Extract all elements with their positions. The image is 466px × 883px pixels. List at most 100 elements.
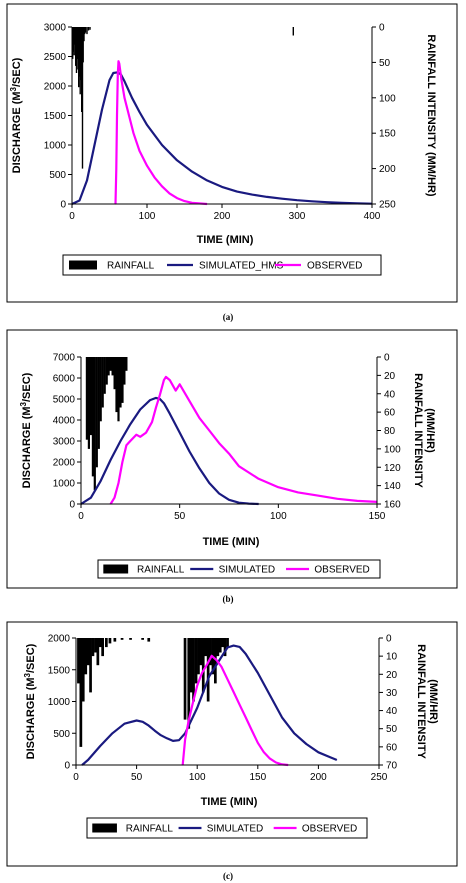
rainfall-bar bbox=[81, 27, 84, 169]
rainfall-bar bbox=[84, 27, 87, 33]
series-point bbox=[116, 114, 118, 117]
series-point bbox=[128, 114, 130, 117]
y2-axis-title: RAINFALL INTENSITY bbox=[415, 644, 427, 759]
series-point bbox=[145, 432, 147, 434]
y-tick-label: 0 bbox=[69, 500, 75, 511]
y-tick-label: 7000 bbox=[53, 353, 76, 364]
series-point bbox=[175, 390, 177, 392]
rainfall-bar bbox=[96, 638, 100, 666]
y-tick-label: 2000 bbox=[53, 458, 76, 469]
series-point bbox=[266, 196, 268, 198]
y2-tick-label: 140 bbox=[384, 481, 401, 492]
series-point bbox=[129, 423, 131, 425]
series-point bbox=[356, 500, 358, 502]
series-point bbox=[208, 429, 210, 432]
legend-label: OBSERVED bbox=[314, 565, 369, 576]
rainfall-bar bbox=[187, 638, 191, 729]
series-point bbox=[161, 185, 163, 187]
series-point bbox=[165, 376, 167, 378]
rainfall-bar bbox=[292, 27, 294, 36]
y2-tick-label: 40 bbox=[384, 389, 396, 400]
series-point bbox=[149, 399, 151, 401]
rainfall-bar bbox=[109, 357, 112, 371]
series-point bbox=[191, 171, 193, 173]
y2-tick-label: 100 bbox=[379, 93, 396, 104]
rainfall-bar bbox=[189, 638, 193, 693]
series-point bbox=[269, 758, 271, 760]
legend: RAINFALL SIMULATED OBSERVED bbox=[86, 817, 368, 839]
rainfall-bar bbox=[183, 638, 187, 720]
series-point bbox=[188, 450, 191, 453]
series-point bbox=[146, 124, 148, 126]
rainfall-bar bbox=[125, 357, 128, 371]
chart-c: 0 50 100 150 200 250 0 500 1000 1500 2000 0 10 20 30 40… bbox=[6, 621, 458, 881]
legend-swatch-rainfall bbox=[103, 564, 129, 574]
series-point bbox=[206, 179, 208, 181]
series-point bbox=[151, 421, 153, 423]
series-point bbox=[87, 759, 89, 761]
series-point bbox=[226, 678, 229, 680]
rainfall-bar bbox=[86, 638, 90, 666]
y2-tick-label: 160 bbox=[384, 500, 401, 511]
series-point bbox=[163, 379, 165, 381]
series-line-observed bbox=[109, 375, 378, 505]
rainfall-bar bbox=[82, 27, 84, 63]
series-point bbox=[196, 685, 198, 687]
rainfall-bar bbox=[79, 27, 81, 95]
chart-a: 0 100 200 300 400 0 500 1000 1500 2000 2500 3000 0 50… bbox=[6, 3, 458, 322]
series-point bbox=[218, 442, 220, 444]
rainfall-bar bbox=[226, 638, 229, 648]
rainfall-bar bbox=[87, 357, 90, 449]
x-tick-label: 50 bbox=[131, 772, 143, 783]
series-point bbox=[123, 97, 126, 99]
series-point bbox=[211, 655, 213, 657]
y2-tick-label: 0 bbox=[379, 23, 385, 34]
rainfall-bar bbox=[209, 638, 212, 666]
rainfall-bar bbox=[103, 357, 106, 394]
rainfall-bar bbox=[78, 27, 80, 88]
series-point bbox=[239, 646, 241, 648]
chart-b: 0 50 100 150 0 1000 2000 3000 4000 5000 6000 7000 0 2… bbox=[6, 329, 458, 604]
series-point bbox=[135, 434, 137, 436]
legend-label: RAINFALL bbox=[137, 565, 185, 576]
x-tick-label: 0 bbox=[73, 772, 79, 783]
series-point bbox=[251, 194, 253, 196]
series-point bbox=[341, 202, 343, 204]
y2-tick-label: 250 bbox=[379, 200, 396, 211]
x-tick-label: 50 bbox=[174, 511, 186, 522]
series-point bbox=[125, 444, 127, 446]
series-point bbox=[86, 179, 88, 181]
rainfall-bar bbox=[94, 638, 97, 653]
series-point bbox=[123, 723, 126, 725]
series-point bbox=[236, 191, 238, 193]
rainfall-bar bbox=[72, 27, 74, 59]
rainfall-bar bbox=[221, 638, 224, 648]
rainfall-bar bbox=[216, 638, 220, 657]
rainfall-bar bbox=[101, 638, 104, 657]
rainfall-bar bbox=[75, 27, 77, 66]
legend-label: SIMULATED_HMS bbox=[199, 261, 284, 272]
series-point bbox=[132, 132, 135, 134]
rainfall-bar bbox=[105, 357, 108, 385]
rainfall-bar bbox=[105, 638, 108, 648]
rainfall-bar bbox=[101, 357, 104, 408]
y2-tick-label: 50 bbox=[386, 724, 398, 735]
series-point bbox=[176, 159, 178, 161]
legend-frame bbox=[97, 559, 381, 579]
rainfall-bar bbox=[97, 357, 100, 449]
rainfall-bar bbox=[117, 357, 120, 422]
y2-tick-label: 40 bbox=[386, 706, 398, 717]
rainfall-bar bbox=[93, 357, 96, 491]
series-point bbox=[78, 199, 81, 202]
y-tick-label: 6000 bbox=[53, 374, 76, 385]
series-point bbox=[178, 739, 180, 741]
series-point bbox=[206, 664, 208, 666]
series-point bbox=[257, 742, 259, 744]
y2-tick-label: 20 bbox=[384, 371, 396, 382]
series-point bbox=[93, 144, 96, 146]
series-point bbox=[168, 192, 171, 194]
y2-tick-label: 200 bbox=[379, 164, 396, 175]
rainfall-bar bbox=[89, 27, 91, 30]
rainfall-bar bbox=[197, 638, 200, 675]
series-point bbox=[245, 716, 247, 719]
